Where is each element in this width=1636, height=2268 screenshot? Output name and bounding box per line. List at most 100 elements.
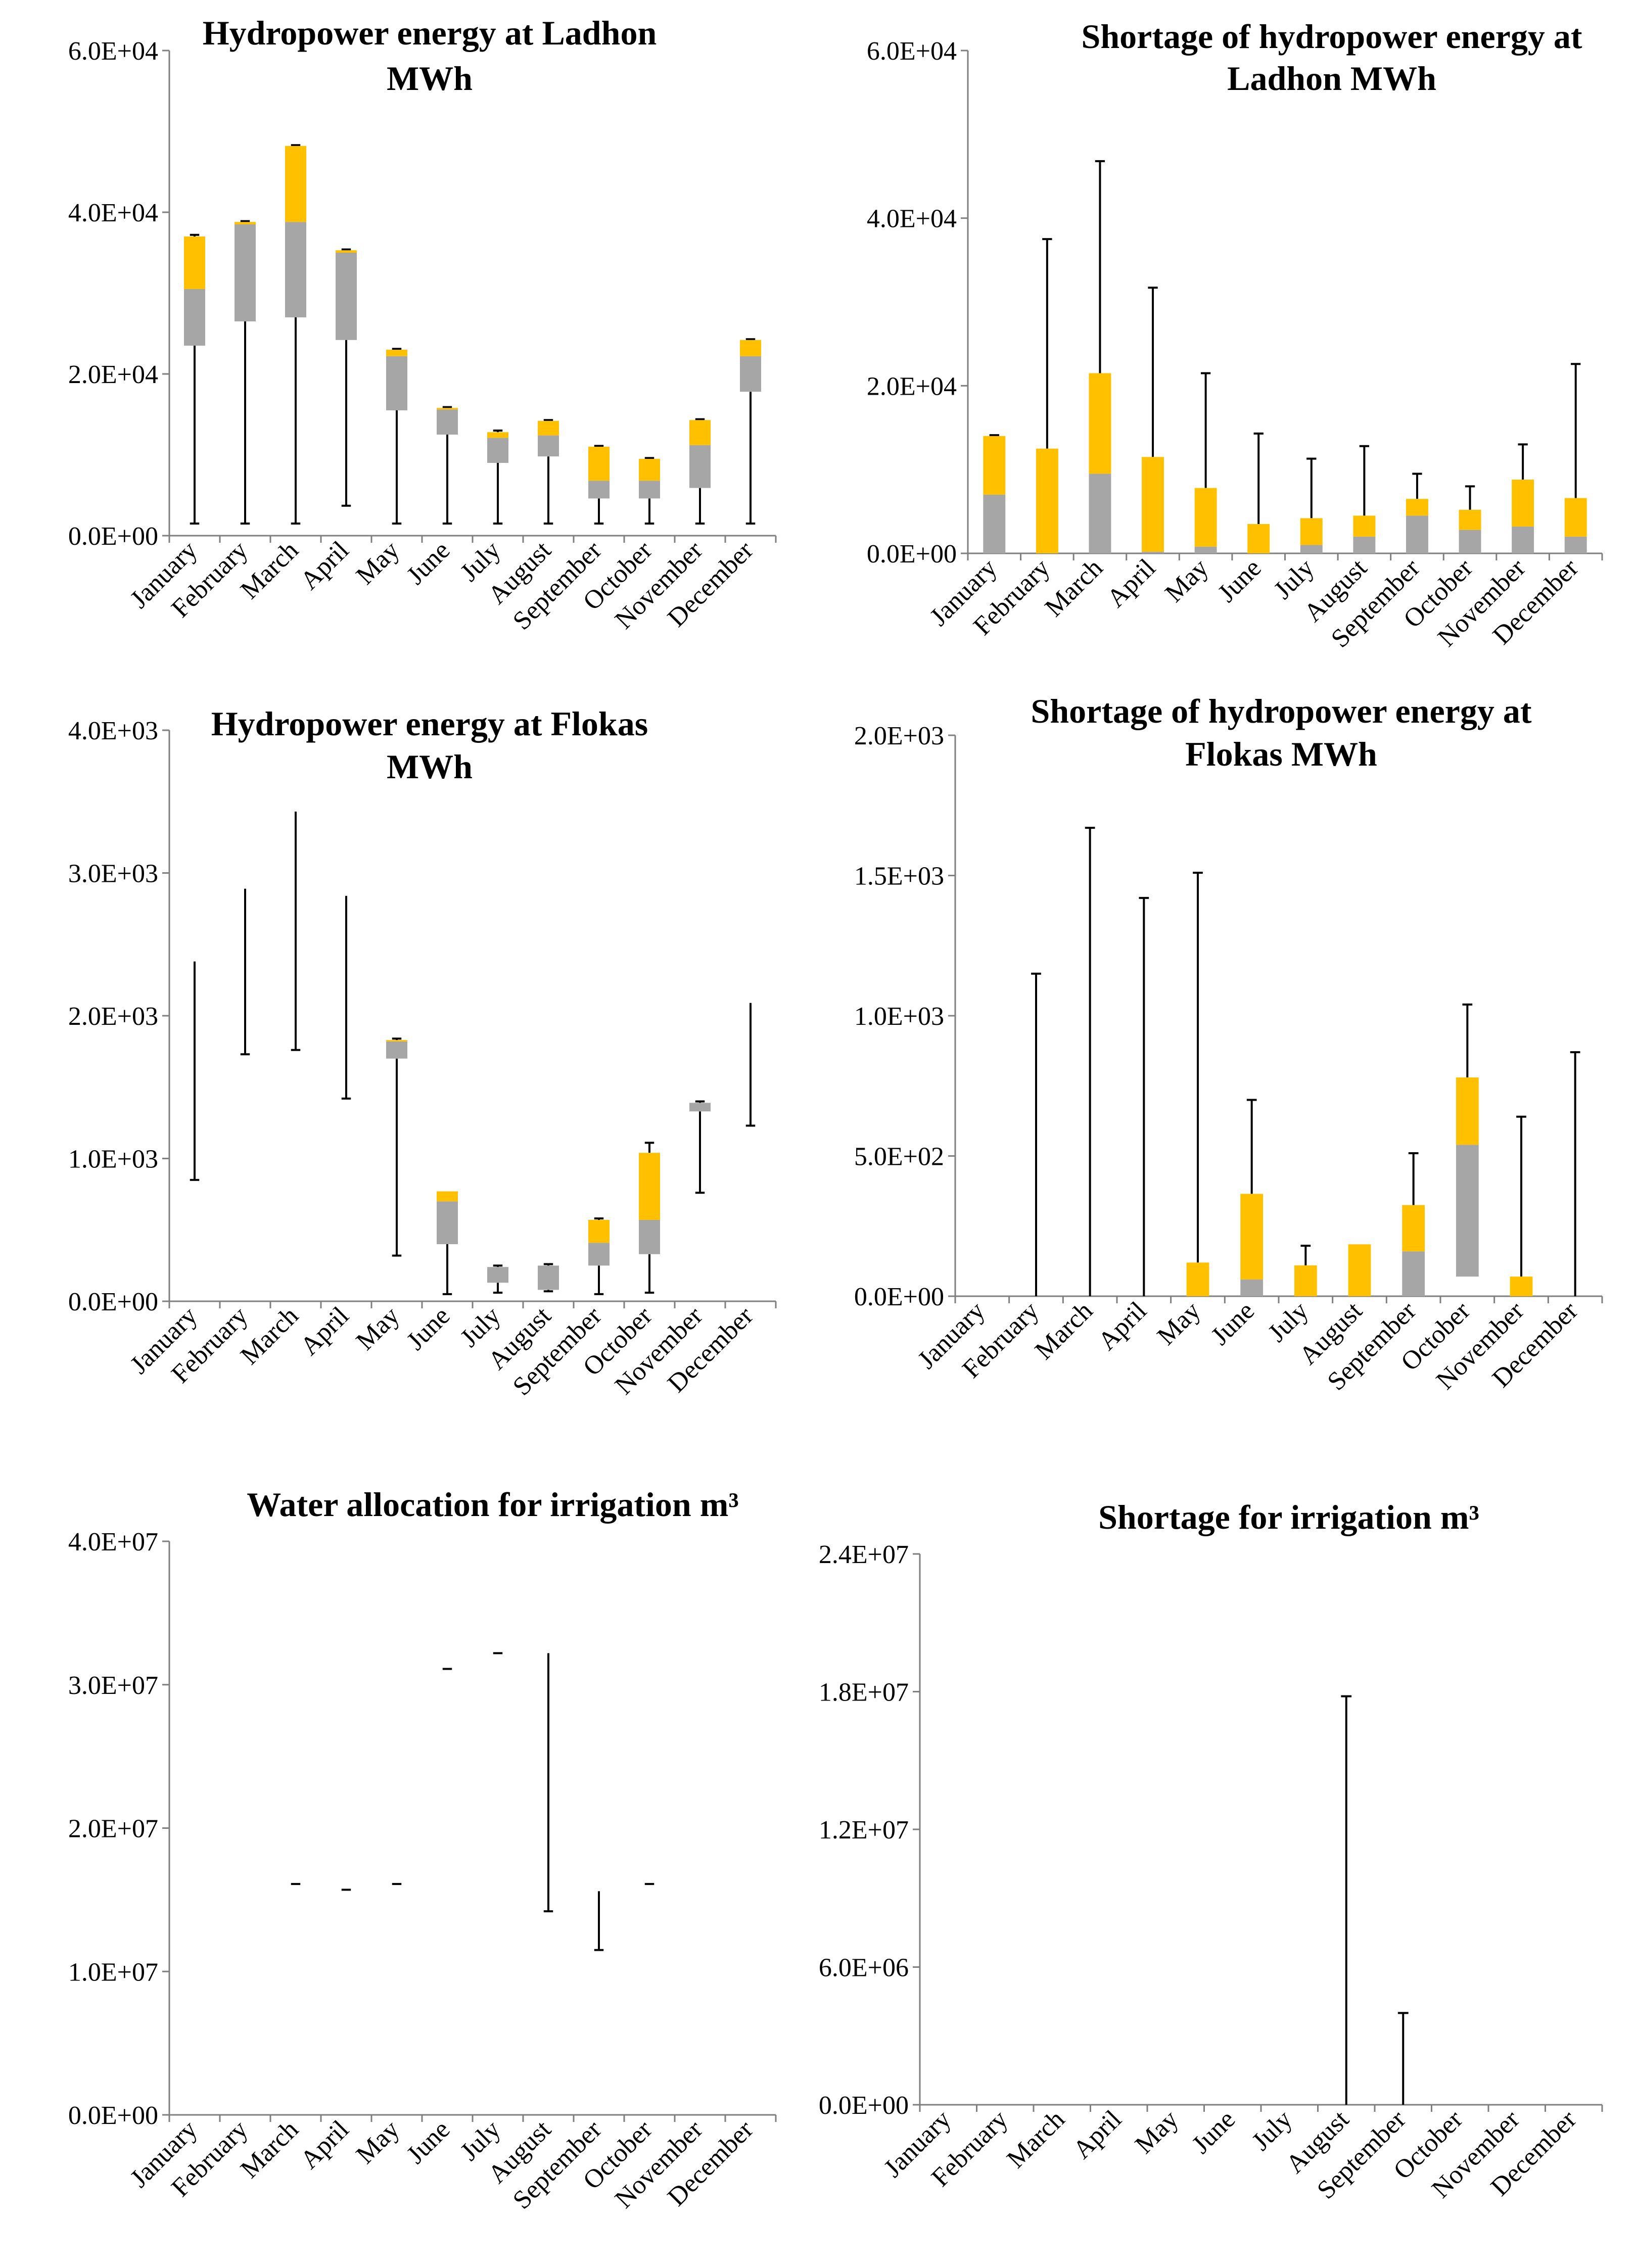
x-tick-label: March: [235, 1301, 304, 1370]
chart-title: Ladhon MWh: [1227, 59, 1436, 98]
y-tick-label: 4.0E+07: [68, 1528, 158, 1556]
box-upper-january: [184, 237, 205, 289]
y-tick-label: 6.0E+04: [68, 37, 158, 66]
box-upper-october: [1459, 509, 1481, 530]
x-tick-label: April: [295, 1301, 355, 1361]
box-lower-august: [538, 1265, 559, 1290]
x-tick-label: March: [1001, 2105, 1070, 2174]
box-lower-september: [1402, 1251, 1425, 1296]
x-tick-label: June: [401, 536, 456, 590]
box-lower-november: [689, 445, 711, 488]
y-tick-label: 1.0E+03: [68, 1145, 158, 1174]
box-lower-june: [437, 1201, 458, 1244]
x-tick-label: March: [1030, 1296, 1098, 1365]
box-upper-july: [487, 432, 508, 438]
x-tick-label: June: [1205, 1296, 1260, 1351]
box-upper-september: [1402, 1205, 1425, 1252]
y-tick-label: 1.8E+07: [819, 1678, 909, 1707]
x-tick-label: May: [1152, 1296, 1206, 1351]
box-lower-october: [639, 1219, 660, 1254]
x-tick-label: June: [401, 1301, 456, 1356]
chart-title: Shortage for irrigation m³: [1098, 1498, 1479, 1536]
x-tick-label: April: [295, 536, 355, 595]
chart-3: Hydropower energy at Flokas MWh 0.0E+00 1.0…: [68, 704, 777, 1401]
y-tick-label: 1.5E+03: [854, 862, 944, 891]
y-tick-label: 3.0E+07: [68, 1671, 158, 1700]
box-lower-april: [336, 253, 357, 340]
box-upper-november: [1512, 480, 1534, 527]
box-upper-may: [1186, 1262, 1209, 1296]
y-tick-label: 2.0E+07: [68, 1815, 158, 1844]
chart-title: Hydropower energy at Flokas: [211, 704, 648, 743]
box-upper-september: [1406, 499, 1428, 516]
box-lower-october: [1456, 1145, 1479, 1277]
box-upper-july: [1294, 1265, 1317, 1296]
y-tick-label: 6.0E+06: [819, 1954, 909, 1982]
chart-title: Flokas MWh: [1185, 735, 1377, 773]
box-upper-march: [285, 146, 306, 222]
y-tick-label: 4.0E+04: [68, 199, 158, 227]
box-upper-october: [639, 459, 660, 481]
x-tick-label: April: [1093, 1296, 1152, 1356]
y-tick-label: 5.0E+02: [854, 1143, 944, 1171]
box-lower-december: [740, 356, 761, 392]
chart-title: MWh: [387, 59, 473, 98]
chart-4: Shortage of hydropower energy at Flokas M…: [854, 692, 1603, 1396]
box-upper-may: [1194, 488, 1217, 547]
y-tick-label: 1.2E+07: [819, 1816, 909, 1845]
y-tick-label: 1.0E+07: [68, 1958, 158, 1987]
box-upper-september: [588, 447, 610, 481]
box-lower-july: [487, 1267, 508, 1283]
x-tick-label: June: [401, 2115, 456, 2169]
box-lower-september: [588, 481, 610, 499]
box-upper-april: [336, 250, 357, 253]
chart-5: Water allocation for irrigation m³ 0.0E+0…: [68, 1485, 777, 2215]
box-upper-december: [1564, 498, 1587, 537]
box-upper-august: [538, 420, 559, 436]
box-lower-january: [983, 494, 1006, 553]
y-tick-label: 6.0E+04: [867, 37, 957, 66]
y-tick-label: 0.0E+00: [68, 2101, 158, 2130]
x-tick-label: May: [1130, 2105, 1184, 2159]
box-upper-may: [386, 350, 407, 356]
x-tick-label: May: [351, 1301, 405, 1356]
box-lower-november: [1512, 526, 1534, 553]
x-tick-label: March: [235, 2115, 304, 2184]
box-upper-june: [437, 408, 458, 410]
box-lower-june: [437, 409, 458, 435]
chart-title: Hydropower energy at Ladhon: [203, 14, 657, 52]
box-upper-august: [1348, 1244, 1371, 1296]
box-lower-august: [538, 435, 559, 457]
y-tick-label: 2.0E+04: [68, 360, 158, 389]
x-tick-label: March: [1040, 553, 1108, 622]
box-lower-october: [1459, 530, 1481, 553]
box-lower-september: [588, 1243, 610, 1266]
y-tick-label: 2.0E+03: [68, 1002, 158, 1031]
box-upper-february: [235, 222, 256, 224]
box-upper-september: [588, 1219, 610, 1243]
box-upper-april: [1142, 457, 1164, 552]
box-upper-october: [1456, 1077, 1479, 1145]
box-lower-february: [235, 224, 256, 321]
chart-6: Shortage for irrigation m³ 0.0E+00 6.0E+06…: [819, 1498, 1603, 2205]
box-lower-march: [1089, 474, 1111, 553]
y-tick-label: 2.0E+03: [854, 722, 944, 750]
x-tick-label: March: [235, 536, 304, 604]
chart-1: Hydropower energy at Ladhon MWh 0.0E+00 2.0…: [68, 14, 777, 636]
box-upper-june: [1240, 1194, 1264, 1280]
x-tick-label: May: [1159, 553, 1214, 608]
box-lower-april: [1142, 551, 1164, 553]
box-upper-june: [437, 1191, 458, 1202]
box-upper-may: [386, 1040, 407, 1042]
box-upper-june: [1247, 524, 1270, 553]
box-upper-november: [1510, 1277, 1533, 1296]
x-tick-label: April: [1067, 2105, 1127, 2164]
box-upper-december: [740, 340, 761, 356]
box-lower-may: [1194, 546, 1217, 553]
y-tick-label: 0.0E+00: [854, 1283, 944, 1311]
chart-title: MWh: [387, 747, 473, 786]
x-tick-label: April: [1102, 553, 1161, 613]
box-upper-august: [1353, 515, 1376, 537]
y-tick-label: 2.4E+07: [819, 1540, 909, 1569]
